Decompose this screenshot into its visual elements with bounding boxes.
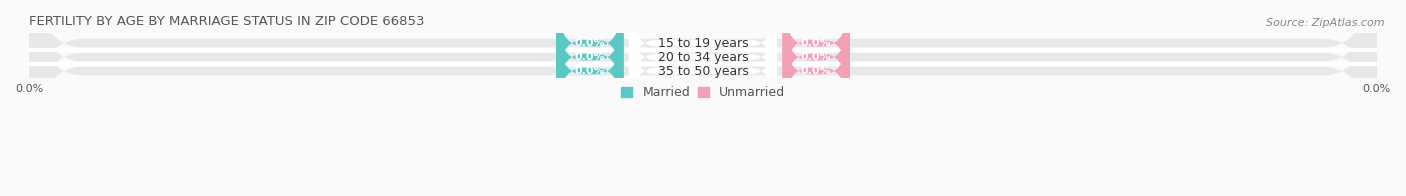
FancyBboxPatch shape [628,0,778,96]
Text: 0.0%: 0.0% [575,38,605,48]
Text: 20 to 34 years: 20 to 34 years [658,51,748,64]
FancyBboxPatch shape [783,0,849,96]
Bar [30,39,1376,47]
FancyBboxPatch shape [628,18,778,124]
FancyBboxPatch shape [30,0,1376,178]
Text: Source: ZipAtlas.com: Source: ZipAtlas.com [1267,18,1385,28]
FancyBboxPatch shape [628,5,778,110]
Text: 0.0%: 0.0% [801,66,831,76]
Text: FERTILITY BY AGE BY MARRIAGE STATUS IN ZIP CODE 66853: FERTILITY BY AGE BY MARRIAGE STATUS IN Z… [30,15,425,28]
FancyBboxPatch shape [30,0,1376,151]
Bar [30,67,1376,75]
Text: 15 to 19 years: 15 to 19 years [658,37,748,50]
Text: 0.0%: 0.0% [575,66,605,76]
Legend: Married, Unmarried: Married, Unmarried [621,86,785,99]
FancyBboxPatch shape [557,18,623,124]
Text: 0.0%: 0.0% [801,38,831,48]
Text: 0.0%: 0.0% [575,52,605,62]
Text: 0.0%: 0.0% [801,52,831,62]
FancyBboxPatch shape [783,5,849,110]
FancyBboxPatch shape [557,0,623,96]
FancyBboxPatch shape [30,0,1376,164]
Text: 35 to 50 years: 35 to 50 years [658,64,748,78]
FancyBboxPatch shape [783,18,849,124]
Bar [30,53,1376,61]
FancyBboxPatch shape [557,5,623,110]
